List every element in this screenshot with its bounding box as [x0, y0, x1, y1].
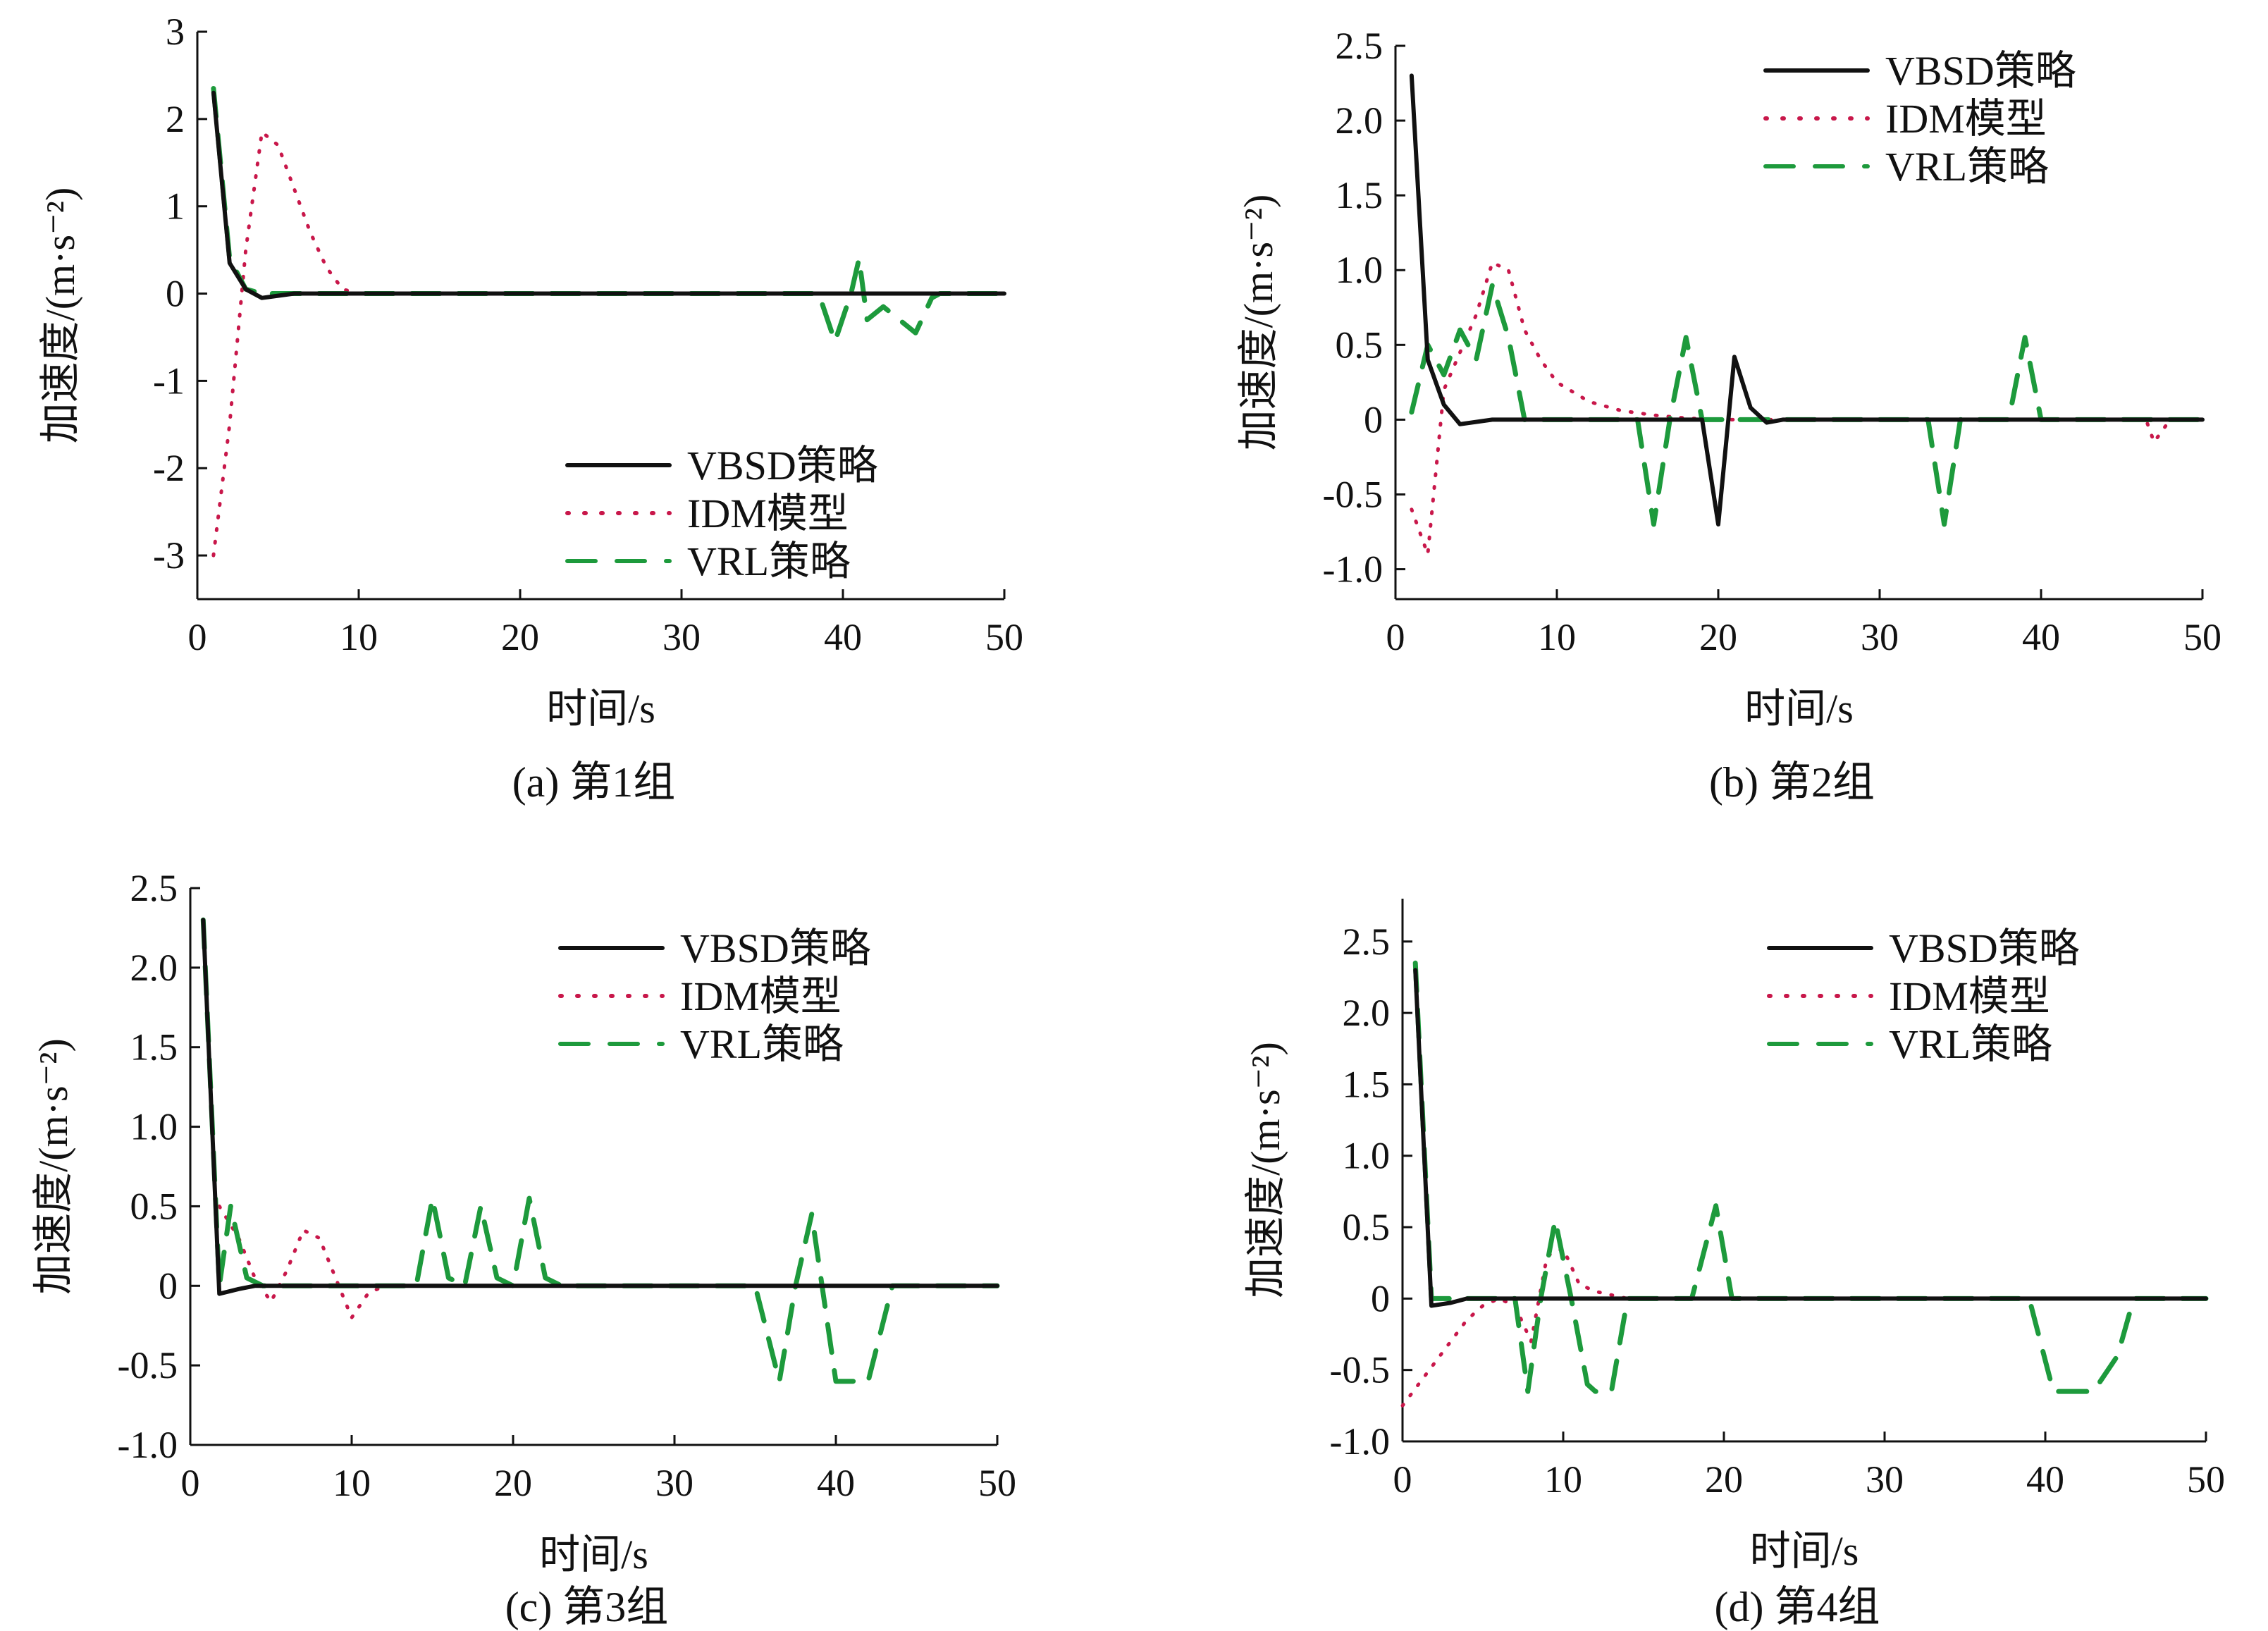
legend-label-vrl: VRL策略 [1885, 144, 2049, 190]
y-tick-label: -2 [153, 447, 185, 489]
x-tick-label: 10 [1538, 616, 1576, 658]
series-line-vbsd [201, 918, 999, 1296]
legend-label-vbsd: VBSD策略 [680, 925, 871, 971]
x-tick-label: 50 [2183, 616, 2221, 658]
subplot-a: 0 10 20 30 40 503210-1-2-3时间/s加速度/(m·s⁻²)(a) … [37, 11, 1023, 806]
x-tick-label: 30 [1861, 616, 1899, 658]
y-axis-title: 加速度/(m·s⁻²) [30, 1038, 76, 1295]
subplot-d: 0 10 20 30 40 50 2.5 2.0 1.5 1.0 0.5 0 -0.5 -1.0 时间/s 加… [1243, 899, 2225, 1630]
y-tick-label: 0.5 [1343, 1206, 1391, 1248]
subplot-caption: (d) 第4组 [1715, 1584, 1880, 1630]
legend-label-vbsd: VBSD策略 [687, 443, 878, 488]
y-tick-label: 2.5 [1336, 25, 1383, 67]
series-line-vrl [200, 917, 1000, 1384]
y-tick-label: 1.5 [1343, 1063, 1391, 1105]
legend-label-idm: IDM模型 [687, 491, 849, 536]
x-tick-label: 20 [1705, 1458, 1743, 1501]
x-tick-label: 0 [188, 616, 207, 658]
subplot-caption: (c) 第3组 [505, 1584, 669, 1630]
y-tick-label: 1.0 [130, 1106, 178, 1148]
x-tick-label: 20 [1699, 616, 1737, 658]
legend-label-vrl: VRL策略 [1889, 1021, 2052, 1067]
y-tick-label: 1.0 [1336, 249, 1383, 291]
series-line-idm [1400, 1246, 2208, 1408]
x-tick-label: 50 [2187, 1458, 2225, 1501]
y-tick-label: 0 [1371, 1277, 1390, 1319]
x-axis-title: 时间/s [539, 1532, 648, 1577]
y-tick-label: 3 [166, 11, 185, 53]
subplot-caption: (b) 第2组 [1709, 759, 1875, 806]
x-axis-title: 时间/s [546, 686, 655, 732]
series-line-vbsd [1413, 968, 2208, 1308]
y-tick-label: 0 [159, 1264, 178, 1307]
y-tick-label: 0.5 [1336, 324, 1383, 366]
y-tick-label: -1.0 [1330, 1420, 1390, 1463]
x-tick-label: 0 [181, 1462, 200, 1504]
subplot-c: 0 10 20 30 40 50 2.5 2.0 1.5 1.0 0.5 0 -0.5 -1.0 时间/s 加… [30, 867, 1016, 1630]
x-tick-label: 0 [1386, 616, 1405, 658]
series-line-idm [217, 1204, 999, 1319]
legend-label-vbsd: VBSD策略 [1889, 925, 2080, 971]
y-tick-label: 0 [166, 273, 185, 315]
x-tick-label: 10 [333, 1462, 371, 1504]
y-tick-label: 2.0 [1336, 99, 1383, 142]
x-tick-label: 30 [655, 1462, 694, 1504]
x-tick-label: 50 [985, 616, 1023, 658]
y-tick-label: 2.5 [130, 867, 178, 909]
x-axis-title: 时间/s [1750, 1528, 1859, 1574]
x-tick-label: 0 [1393, 1458, 1412, 1501]
y-tick-label: -0.5 [118, 1344, 178, 1386]
legend-label-idm: IDM模型 [680, 973, 842, 1019]
y-tick-label: 2 [166, 98, 185, 140]
subplot-b: 0 10 20 30 40 50 2.5 2.0 1.5 1.0 0.5 0 -0.5 -1.0 时间/s 加… [1235, 25, 2221, 806]
x-tick-label: 20 [494, 1462, 532, 1504]
x-tick-label: 40 [817, 1462, 855, 1504]
y-tick-label: -0.5 [1330, 1349, 1390, 1391]
x-tick-label: 40 [2026, 1458, 2064, 1501]
series-line-vbsd [211, 90, 1006, 300]
x-tick-label: 10 [1544, 1458, 1582, 1501]
series-line-idm [1410, 261, 2205, 556]
legend-label-vrl: VRL策略 [687, 538, 851, 584]
y-tick-label: 2.0 [1343, 992, 1391, 1034]
series-line-idm [211, 130, 1006, 558]
x-tick-label: 30 [1866, 1458, 1904, 1501]
y-tick-label: -3 [153, 534, 185, 577]
y-tick-label: -1.0 [118, 1424, 178, 1466]
y-tick-label: 1.5 [130, 1026, 178, 1069]
x-tick-label: 20 [501, 616, 539, 658]
legend-label-vbsd: VBSD策略 [1885, 48, 2076, 94]
series-line-vrl [1409, 283, 2205, 527]
y-tick-label: 0 [1364, 398, 1383, 441]
x-axis-title: 时间/s [1744, 686, 1854, 732]
legend-label-idm: IDM模型 [1885, 96, 2047, 142]
y-tick-label: 0.5 [130, 1185, 178, 1227]
subplot-caption: (a) 第1组 [512, 759, 676, 806]
series-line-vbsd [1409, 73, 2205, 527]
y-tick-label: 1 [166, 185, 185, 228]
x-tick-label: 10 [340, 616, 378, 658]
y-tick-label: -1.0 [1323, 548, 1383, 591]
series-line-vrl [211, 86, 1007, 345]
y-tick-label: 1.0 [1343, 1135, 1391, 1177]
x-tick-label: 30 [662, 616, 701, 658]
x-tick-label: 40 [824, 616, 862, 658]
legend-label-vrl: VRL策略 [680, 1021, 844, 1067]
y-tick-label: -1 [153, 359, 185, 402]
legend-label-idm: IDM模型 [1889, 973, 2050, 1019]
y-tick-label: 1.5 [1336, 174, 1383, 216]
y-tick-label: 2.5 [1343, 921, 1391, 963]
y-axis-title: 加速度/(m·s⁻²) [1243, 1042, 1288, 1298]
y-axis-title: 加速度/(m·s⁻²) [37, 187, 83, 444]
y-tick-label: 2.0 [130, 947, 178, 989]
y-tick-label: -0.5 [1323, 473, 1383, 515]
x-tick-label: 50 [978, 1462, 1016, 1504]
y-axis-title: 加速度/(m·s⁻²) [1235, 195, 1281, 451]
x-tick-label: 40 [2022, 616, 2060, 658]
